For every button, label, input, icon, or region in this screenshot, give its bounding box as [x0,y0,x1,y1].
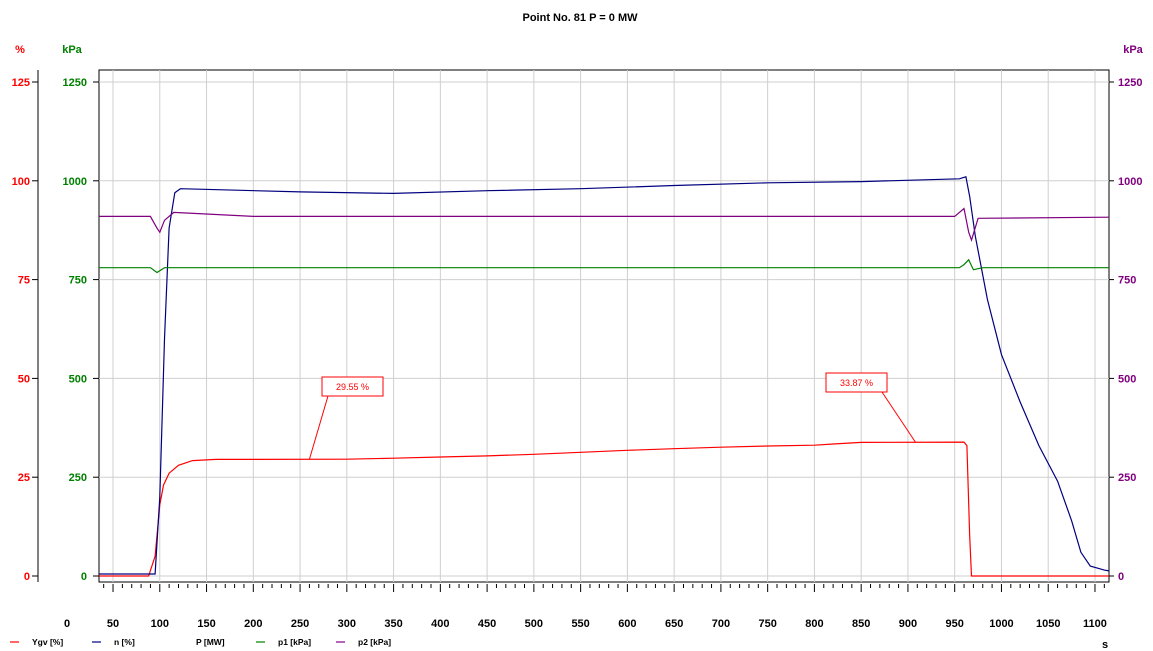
y-tick-label-kpa: 250 [69,472,87,484]
legend-entry: n [%] [114,637,135,647]
legend-entry: p2 [kPa] [358,637,391,647]
y-tick-label-pct: 25 [18,472,30,484]
y-tick-label-pct: 75 [18,275,30,287]
x-tick-label: 0 [64,618,70,630]
y-tick-label-pct: 50 [18,373,30,385]
x-axis-label: s [1102,639,1108,651]
x-tick-label: 500 [525,618,543,630]
y-tick-label-kpa: 1000 [63,176,87,188]
legend-entry: Ygv [%] [32,637,63,647]
y-tick-label-pct: 100 [12,176,30,188]
x-tick-label: 700 [712,618,730,630]
annotation-leader [308,395,329,460]
y-tick-label-kpa-right: 750 [1118,275,1136,287]
y-tick-label-kpa-right: 500 [1118,373,1136,385]
x-tick-label: 400 [431,618,449,630]
series-line-4 [99,207,1110,243]
chart-title: Point No. 81 P = 0 MW [522,12,638,24]
annotation-box [825,372,888,393]
x-tick-label: 1050 [1036,618,1060,630]
x-tick-label: 550 [571,618,589,630]
y-tick-label-kpa-right: 0 [1118,571,1124,583]
y-tick-label-kpa: 0 [81,571,87,583]
x-tick-label: 350 [384,618,402,630]
x-tick-label: 300 [338,618,356,630]
legend: Ygv [%] n [%] P [MW] p1 [kPa] p2 [kPa] [10,637,391,647]
y-tick-label-kpa: 1250 [63,77,87,89]
y-tick-label-pct: 125 [12,77,30,89]
x-tick-label: 200 [244,618,262,630]
x-tick-label: 950 [946,618,964,630]
x-tick-label: 450 [478,618,496,630]
x-tick-label: 650 [665,618,683,630]
x-tick-label: 1000 [989,618,1013,630]
unit-label-kpa-right: kPa [1123,44,1143,56]
unit-label-kpa: kPa [62,44,82,56]
x-tick-label: 750 [758,618,776,630]
annotation-label: 29.55 % [336,382,369,392]
legend-entry: p1 [kPa] [278,637,311,647]
y-tick-label-pct: 0 [24,571,30,583]
plot-frame [98,69,1110,583]
series-lines [99,176,1110,577]
annotation-leader [881,391,916,443]
annotations: 29.55 % 33.87 % [308,372,916,460]
x-tick-label: 1100 [1083,618,1107,630]
y-axis-ticks: 0255075100125025050075010001250025050075… [12,77,1143,583]
y-tick-label-kpa-right: 250 [1118,472,1136,484]
legend-entry: P [MW] [196,637,225,647]
y-tick-label-kpa: 500 [69,373,87,385]
y-tick-label-kpa: 750 [69,275,87,287]
x-axis: 0 50 100 150 200 250 300 350 400 450 500 550 600 650 7… [64,584,1107,630]
x-tick-label: 100 [151,618,169,630]
x-tick-label: 800 [805,618,823,630]
annotation-box [321,376,384,397]
annotation-label: 33.87 % [840,378,873,388]
y-tick-label-kpa-right: 1250 [1118,77,1142,89]
series-line-0 [99,441,1109,577]
series-line-3 [99,258,1109,274]
x-tick-label: 850 [852,618,870,630]
x-tick-label: 600 [618,618,636,630]
x-tick-label: 150 [197,618,215,630]
unit-label-pct: % [15,44,25,56]
x-tick-label: 50 [107,618,119,630]
y-tick-label-kpa-right: 1000 [1118,176,1142,188]
series-line-1 [99,176,1110,575]
x-tick-label: 900 [899,618,917,630]
grid [99,70,1109,582]
x-tick-label: 250 [291,618,309,630]
